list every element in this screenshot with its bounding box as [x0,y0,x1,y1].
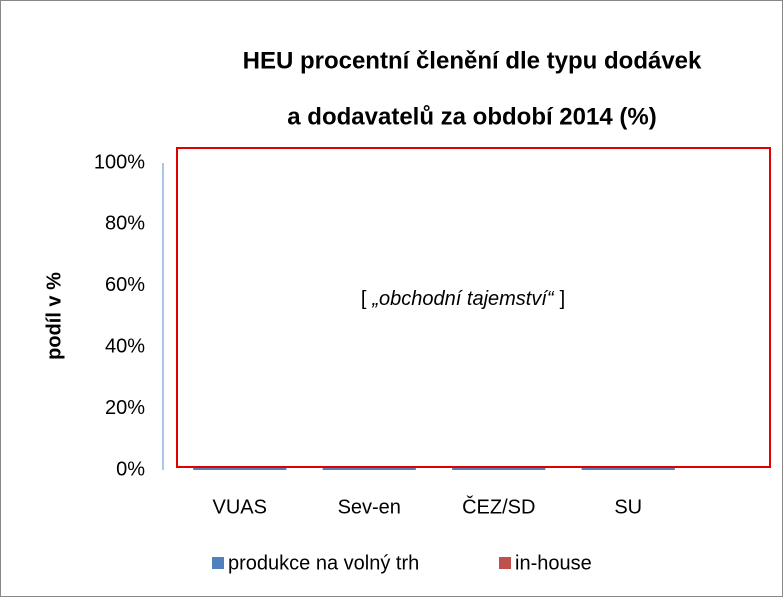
y-tick-label: 20% [105,397,145,419]
x-tick-label: SU [614,496,642,518]
redaction-box [176,147,771,468]
y-axis-label: podíl v % [43,272,65,360]
y-tick-label: 60% [105,274,145,296]
x-tick-label: Sev-en [338,496,401,518]
y-tick-label: 100% [94,151,145,173]
y-tick-label: 40% [105,335,145,357]
annotation-bracket: ] [560,288,566,310]
y-tick-label: 80% [105,213,145,235]
legend-label: produkce na volný trh [228,552,419,574]
legend-label: in-house [515,552,592,574]
chart-title: HEU procentní členění dle typu dodávek [243,47,702,74]
x-tick-label: VUAS [213,496,267,518]
annotation-bracket: [ [361,288,367,310]
annotation-text: „obchodní tajemství“ [371,288,555,310]
legend-swatch [499,557,511,569]
annotation: [„obchodní tajemství“] [361,288,565,310]
chart-title: a dodavatelů za období 2014 (%) [287,103,656,130]
x-tick-label: ČEZ/SD [462,495,535,518]
legend-swatch [212,557,224,569]
y-tick-label: 0% [116,458,145,480]
